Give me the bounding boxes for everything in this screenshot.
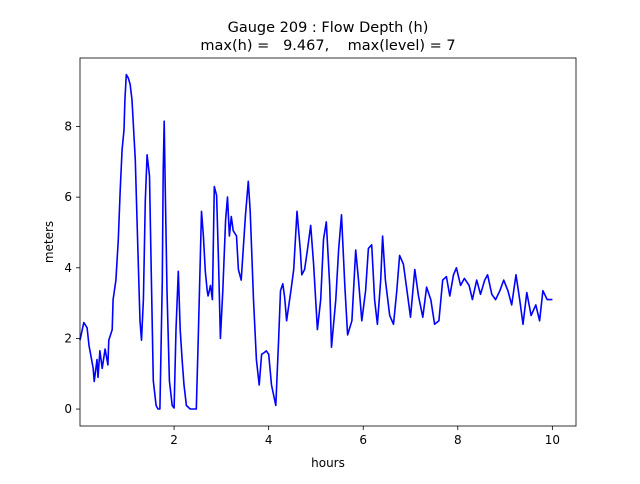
y-tick-label: 0 bbox=[64, 402, 72, 416]
x-tick-label: 2 bbox=[170, 433, 178, 447]
x-tick-label: 8 bbox=[454, 433, 462, 447]
y-axis-label: meters bbox=[42, 221, 56, 263]
chart-title: Gauge 209 : Flow Depth (h) bbox=[228, 20, 429, 36]
y-tick-label: 8 bbox=[64, 120, 72, 134]
x-tick-label: 6 bbox=[359, 433, 367, 447]
x-tick-label: 10 bbox=[545, 433, 560, 447]
y-tick-label: 6 bbox=[64, 190, 72, 204]
plot-frame bbox=[79, 57, 577, 427]
series-line-h bbox=[79, 73, 553, 410]
y-tick-label: 2 bbox=[64, 331, 72, 345]
chart-subtitle: max(h) = 9.467, max(level) = 7 bbox=[200, 38, 455, 54]
y-tick-label: 4 bbox=[64, 261, 72, 275]
x-axis-label: hours bbox=[311, 456, 345, 470]
x-tick-label: 4 bbox=[265, 433, 273, 447]
